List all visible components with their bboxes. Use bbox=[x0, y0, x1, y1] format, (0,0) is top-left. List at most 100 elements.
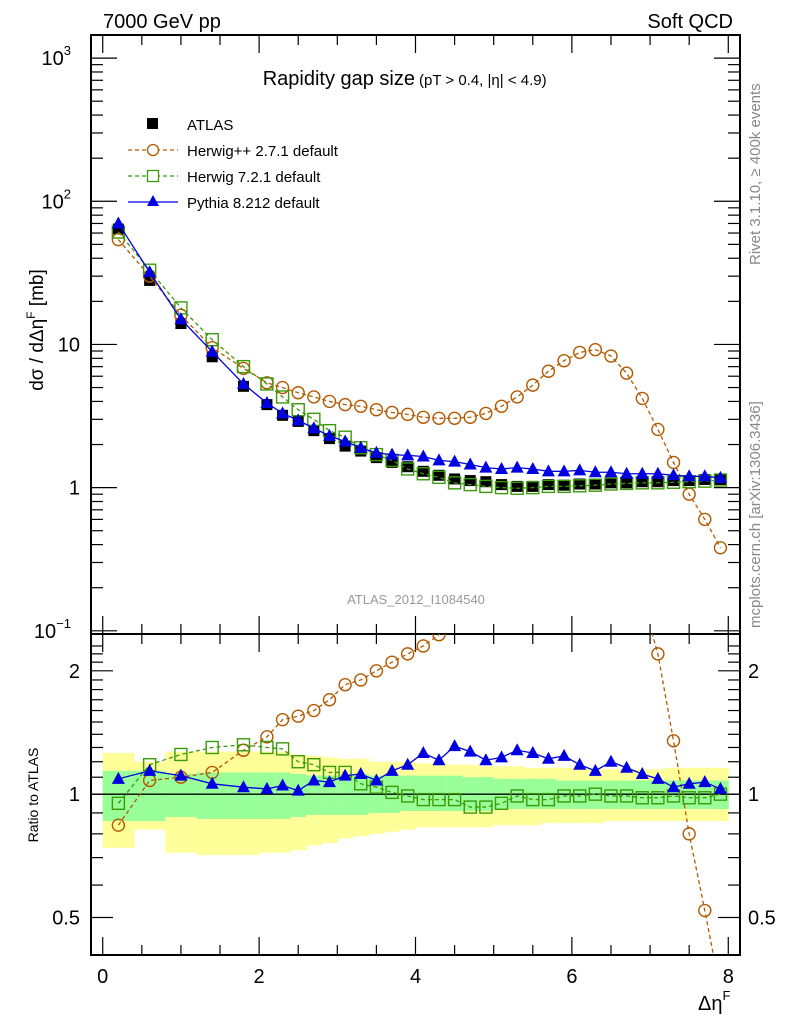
ratio-y-axis-label: Ratio to ATLAS bbox=[25, 748, 41, 843]
y-tick-label: 10 bbox=[58, 334, 80, 356]
y-tick-exponent: 2 bbox=[64, 186, 71, 201]
x-tick-label: 6 bbox=[566, 966, 577, 988]
data-point-herwig7 bbox=[479, 479, 493, 494]
ratio-point-pythia bbox=[385, 763, 399, 776]
data-point-atlas bbox=[527, 480, 539, 492]
ratio-point-herwigpp bbox=[651, 647, 665, 661]
data-point-pythia bbox=[526, 461, 540, 474]
legend: ATLAS Herwig++ 2.7.1 default Herwig 7.2.… bbox=[128, 117, 339, 212]
data-point-herwig7 bbox=[236, 359, 251, 374]
data-point-herwigpp bbox=[635, 391, 649, 406]
legend-entry-pythia: Pythia 8.212 default bbox=[128, 195, 320, 212]
data-point-atlas bbox=[636, 476, 648, 488]
data-point-herwigpp bbox=[400, 407, 415, 422]
data-point-pythia bbox=[510, 460, 524, 473]
ratio-point-herwigpp bbox=[275, 712, 290, 727]
data-point-atlas bbox=[496, 479, 508, 491]
data-point-atlas bbox=[144, 274, 156, 286]
ratio-point-herwigpp bbox=[400, 647, 415, 661]
data-point-pythia bbox=[604, 465, 618, 478]
ratio-series-herwigpp bbox=[111, 634, 715, 955]
data-point-herwigpp bbox=[604, 349, 618, 363]
ratio-point-herwig7 bbox=[698, 791, 712, 805]
data-point-herwigpp bbox=[651, 422, 665, 437]
band-inner-bin bbox=[227, 772, 260, 819]
ratio-y-tick-label-left: 1 bbox=[69, 784, 80, 806]
data-point-herwigpp bbox=[432, 411, 446, 425]
data-point-atlas bbox=[542, 479, 554, 491]
data-point-atlas bbox=[402, 461, 414, 473]
ratio-point-pythia bbox=[291, 783, 305, 796]
data-point-herwigpp bbox=[322, 394, 337, 409]
ratio-point-herwig7 bbox=[573, 789, 587, 803]
y-tick-exponent: 3 bbox=[64, 43, 71, 58]
ratio-point-herwigpp bbox=[307, 703, 321, 718]
ratio-point-pythia bbox=[682, 776, 696, 789]
ratio-y-tick-label-left: 0.5 bbox=[52, 908, 80, 930]
data-point-herwig7 bbox=[447, 476, 462, 490]
data-point-pythia bbox=[588, 465, 602, 478]
data-point-pythia bbox=[557, 464, 571, 477]
data-point-herwig7 bbox=[275, 390, 290, 404]
ratio-point-herwigpp bbox=[385, 655, 399, 669]
ratio-y-tick-label-right: 2 bbox=[748, 661, 759, 683]
ratio-point-pythia bbox=[276, 778, 290, 791]
ratio-point-herwig7 bbox=[307, 758, 321, 772]
y-tick-label: 102 bbox=[42, 186, 71, 213]
ratio-point-herwigpp bbox=[432, 634, 446, 642]
ratio-point-herwig7 bbox=[275, 742, 290, 756]
ratio-panel-axes: 0.5 0.5 1 1 2 2 0 2 4 6 8 bbox=[52, 633, 776, 988]
main-panel-series bbox=[111, 216, 728, 555]
ratio-point-herwig7 bbox=[588, 787, 603, 801]
x-axis-label: ΔηF bbox=[698, 988, 730, 1015]
ratio-point-herwig7 bbox=[447, 792, 462, 807]
series-line-pythia bbox=[117, 223, 721, 479]
data-point-pythia bbox=[432, 453, 446, 466]
data-point-herwig7 bbox=[541, 479, 556, 494]
main-y-axis-label: dσ / dΔηF [mb] bbox=[24, 269, 48, 391]
data-point-herwigpp bbox=[526, 378, 540, 392]
ratio-point-herwig7 bbox=[400, 789, 415, 803]
data-point-herwig7 bbox=[588, 478, 603, 492]
data-point-herwigpp bbox=[479, 406, 493, 421]
legend-label-herwigpp: Herwig++ 2.7.1 default bbox=[187, 143, 339, 160]
legend-entry-herwigpp: Herwig++ 2.7.1 default bbox=[128, 143, 339, 160]
data-point-atlas bbox=[511, 480, 523, 492]
data-point-herwigpp bbox=[447, 411, 462, 425]
ratio-point-herwig7 bbox=[479, 800, 493, 814]
data-point-pythia bbox=[322, 428, 336, 441]
data-point-herwigpp bbox=[573, 345, 587, 360]
ratio-point-herwig7 bbox=[236, 738, 251, 752]
data-point-herwigpp bbox=[588, 342, 603, 357]
ratio-point-pythia bbox=[604, 754, 618, 767]
data-point-herwig7 bbox=[463, 477, 477, 492]
data-point-atlas bbox=[206, 351, 218, 363]
data-point-herwig7 bbox=[260, 377, 274, 391]
data-point-herwigpp bbox=[416, 410, 431, 424]
data-point-herwigpp bbox=[369, 403, 384, 417]
data-point-pythia bbox=[236, 376, 250, 389]
data-point-pythia bbox=[479, 460, 493, 473]
ratio-point-pythia bbox=[174, 768, 188, 781]
legend-marker-circle bbox=[146, 143, 160, 157]
data-point-atlas bbox=[449, 473, 461, 485]
ratio-point-herwigpp bbox=[260, 730, 274, 744]
data-point-atlas bbox=[464, 475, 476, 487]
data-point-pythia bbox=[174, 312, 188, 325]
ratio-point-pythia bbox=[260, 781, 274, 794]
legend-label-pythia: Pythia 8.212 default bbox=[187, 195, 320, 212]
ratio-point-herwig7 bbox=[260, 740, 274, 755]
data-point-herwigpp bbox=[541, 364, 556, 378]
legend-marker-triangle bbox=[147, 195, 159, 206]
series-pythia bbox=[111, 216, 727, 483]
data-point-pythia bbox=[541, 464, 555, 477]
ratio-y-tick-label-right: 0.5 bbox=[748, 908, 776, 930]
ratio-point-herwigpp bbox=[338, 678, 352, 692]
ratio-point-herwig7 bbox=[205, 740, 219, 755]
ratio-line-herwigpp bbox=[117, 634, 715, 955]
data-point-herwigpp bbox=[338, 397, 352, 412]
ratio-point-herwig7 bbox=[635, 791, 649, 805]
series-line-herwig7 bbox=[117, 231, 721, 489]
ratio-point-pythia bbox=[557, 748, 571, 761]
